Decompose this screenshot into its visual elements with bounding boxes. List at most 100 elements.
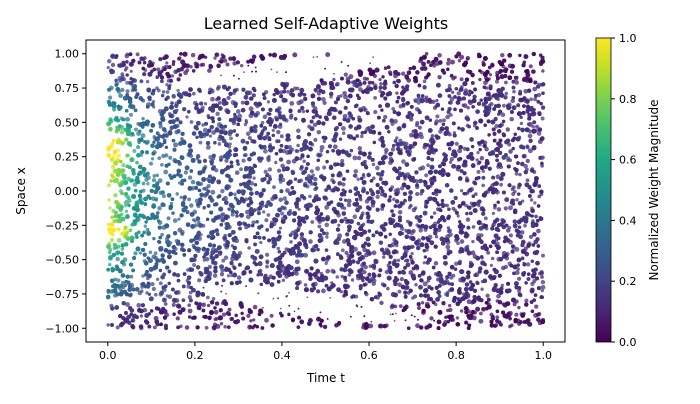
scatter-point [252,318,256,322]
scatter-point [494,79,500,84]
scatter-point [486,250,491,255]
scatter-point [464,203,468,208]
scatter-point [216,85,221,89]
scatter-point [121,163,126,168]
scatter-point [527,148,533,154]
scatter-point [371,162,376,167]
scatter-point [352,246,358,252]
scatter-point [166,216,171,221]
scatter-point [522,153,527,159]
scatter-point [165,90,170,94]
scatter-point [371,176,376,181]
scatter-point [289,101,295,106]
scatter-point [243,122,248,127]
scatter-point [508,205,513,211]
scatter-point [375,194,380,199]
scatter-point [286,89,290,94]
scatter-point [142,307,148,313]
scatter-point [411,296,415,300]
scatter-point [453,75,457,79]
scatter-point [340,274,344,279]
scatter-point [410,251,414,256]
scatter-point [363,107,368,113]
scatter-point [379,81,383,86]
scatter-point [332,270,336,274]
scatter-point [510,98,515,104]
scatter-point [259,240,263,245]
scatter-point [163,302,168,306]
scatter-point [517,288,521,293]
scatter-point [512,89,516,94]
scatter-point [296,143,300,148]
scatter-point [447,228,452,233]
scatter-point [107,183,111,188]
scatter-point [404,141,409,146]
scatter-point [540,275,544,279]
scatter-point [541,253,545,258]
scatter-point [245,209,250,215]
scatter-point [394,312,397,315]
scatter-point [329,296,332,299]
scatter-point [153,325,157,330]
scatter-point [226,95,231,100]
scatter-point [201,302,206,308]
scatter-point [215,111,220,116]
scatter-point [116,148,120,153]
scatter-point [489,101,494,107]
scatter-point [393,119,398,124]
scatter-point [390,303,395,308]
scatter-point [173,142,179,148]
scatter-point [473,192,478,196]
scatter-point [139,314,144,318]
scatter-point [411,207,417,213]
scatter-point [523,88,529,94]
scatter-point [397,210,403,215]
scatter-point [346,202,352,208]
scatter-point [541,69,545,73]
scatter-point [344,250,349,255]
scatter-point [514,80,520,85]
scatter-point [417,125,422,130]
scatter-point [481,169,485,173]
scatter-point [537,311,542,317]
scatter-point [420,165,426,171]
scatter-point [448,275,454,280]
scatter-point [225,62,230,67]
scatter-point [189,203,194,208]
scatter-point [145,291,149,295]
scatter-point [107,95,113,100]
scatter-point [180,137,184,141]
scatter-point [459,189,464,193]
scatter-point [500,265,506,271]
scatter-point [496,207,502,212]
scatter-point [153,251,158,256]
scatter-point [212,273,218,278]
scatter-point [398,104,403,109]
scatter-point [249,181,255,186]
scatter-point [340,125,346,131]
scatter-point [168,155,173,160]
scatter-point [352,214,358,219]
scatter-point [161,194,166,199]
scatter-point [372,56,374,58]
scatter-point [389,313,392,316]
scatter-point [527,122,533,127]
scatter-point [434,192,439,197]
scatter-point [391,107,396,111]
scatter-point [356,155,362,161]
scatter-point [266,213,271,217]
scatter-point [478,77,482,82]
scatter-point [365,126,371,132]
scatter-point [213,56,217,60]
scatter-point [507,142,512,147]
scatter-point [346,198,352,204]
scatter-point [294,259,300,265]
scatter-point [303,283,308,287]
scatter-point [175,316,180,321]
scatter-point [448,232,453,237]
scatter-point [414,123,419,128]
scatter-point [446,61,451,66]
scatter-point [536,228,541,234]
scatter-point [447,303,452,308]
scatter-point [251,220,256,225]
